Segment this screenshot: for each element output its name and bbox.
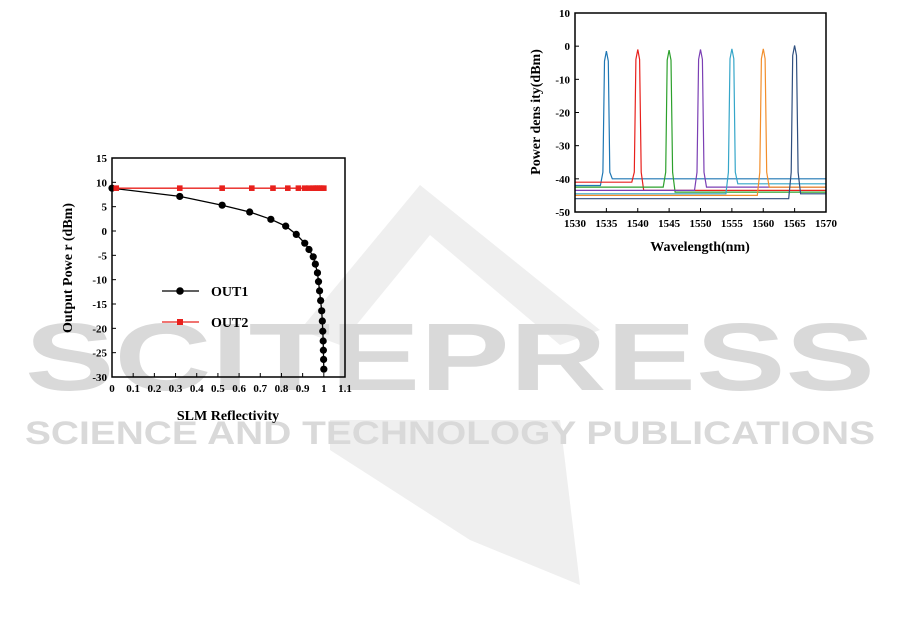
spectrum-ticks: 1530 1535 1540 1545 1550 1555 1560 1565 1570 10 0 -… xyxy=(555,8,837,230)
reflectivity-y-tick-label: -30 xyxy=(92,372,107,384)
data-point-out1 xyxy=(246,208,254,216)
reflectivity-plot-frame xyxy=(111,157,346,378)
data-point-out1 xyxy=(318,317,326,325)
data-point-out1 xyxy=(320,365,328,373)
reflectivity-x-tick-label: 0.7 xyxy=(253,383,267,395)
spectrum-chart: 1530 1535 1540 1545 1550 1555 1560 1565 1570 10 0 -… xyxy=(529,8,838,255)
watermark-arrow-shape xyxy=(300,185,600,585)
reflectivity-x-tick-label: 1.1 xyxy=(338,383,352,395)
data-point-out1 xyxy=(301,239,309,247)
data-point-out2 xyxy=(176,185,183,191)
spectrum-series-layer xyxy=(575,45,826,200)
watermark-subtitle: SCIENCE AND TECHNOLOGY PUBLICATIONS xyxy=(25,415,875,451)
reflectivity-ticks: 0 0.1 0.2 0.3 0.4 0.5 0.6 0.7 0.8 0.9 1 1.1 15 10 5 0 -5… xyxy=(92,153,352,395)
spectrum-y-tick-label: 0 xyxy=(565,41,571,53)
legend-marker-out1 xyxy=(176,287,184,295)
spectrum-x-tick-label: 1555 xyxy=(721,218,744,230)
spectrum-x-tick-label: 1535 xyxy=(595,218,618,230)
data-point-out1 xyxy=(319,337,327,345)
series-line-out1 xyxy=(111,187,325,370)
spectrum-y-axis-label: Power dens ity(dBm) xyxy=(529,49,544,175)
data-point-out1 xyxy=(218,201,226,209)
reflectivity-y-tick-label: -15 xyxy=(92,299,107,311)
reflectivity-y-tick-label: 0 xyxy=(102,226,108,238)
spectrum-x-axis-label: Wavelength(nm) xyxy=(650,240,750,255)
data-point-out2 xyxy=(219,185,225,191)
reflectivity-x-tick-label: 0.9 xyxy=(296,383,310,395)
data-point-out2 xyxy=(301,185,308,191)
spectrum-series-line-5 xyxy=(575,48,826,195)
reflectivity-x-tick-label: 0.3 xyxy=(169,383,183,395)
spectrum-y-tick-label: -10 xyxy=(555,74,570,86)
reflectivity-y-tick-label: -20 xyxy=(92,323,107,335)
spectrum-y-tick-label: -40 xyxy=(555,174,570,186)
spectrum-x-tick-label: 1560 xyxy=(752,218,775,230)
data-point-out1 xyxy=(319,327,327,335)
spectrum-y-tick-label: 10 xyxy=(559,8,571,20)
reflectivity-y-tick-label: -10 xyxy=(92,275,107,287)
spectrum-x-tick-label: 1540 xyxy=(627,218,650,230)
data-point-out1 xyxy=(309,253,317,261)
legend-marker-out2 xyxy=(177,319,183,325)
spectrum-x-tick-label: 1530 xyxy=(564,218,587,230)
spectrum-x-tick-label: 1565 xyxy=(784,218,807,230)
data-point-out1 xyxy=(282,222,290,230)
spectrum-x-tick-label: 1545 xyxy=(658,218,681,230)
data-point-out2 xyxy=(321,185,327,191)
data-point-out1 xyxy=(311,260,319,268)
data-point-out2 xyxy=(306,185,312,191)
reflectivity-x-axis-label: SLM Reflectivity xyxy=(177,409,279,424)
spectrum-series-line-1 xyxy=(575,50,826,187)
data-point-out2 xyxy=(270,185,276,191)
data-point-out1 xyxy=(267,215,275,223)
reflectivity-y-tick-label: 5 xyxy=(102,202,108,214)
data-point-out1 xyxy=(319,346,327,354)
spectrum-x-tick-label: 1550 xyxy=(690,218,713,230)
reflectivity-x-tick-label: 0.4 xyxy=(190,383,204,395)
reflectivity-x-tick-label: 0.6 xyxy=(232,383,246,395)
data-point-out2 xyxy=(295,185,302,191)
reflectivity-chart: 0 0.1 0.2 0.3 0.4 0.5 0.6 0.7 0.8 0.9 1 1.1 15 10 5 0 -5… xyxy=(61,153,352,424)
data-point-out2 xyxy=(285,185,291,191)
reflectivity-x-tick-label: 0.2 xyxy=(147,383,161,395)
reflectivity-y-axis-label: Output Powe r (dBm) xyxy=(61,203,76,333)
data-point-out1 xyxy=(320,355,328,364)
reflectivity-x-tick-label: 0 xyxy=(109,383,115,395)
data-point-out1 xyxy=(292,230,300,239)
reflectivity-x-tick-label: 0.1 xyxy=(126,383,140,395)
legend-label-out2: OUT2 xyxy=(211,316,248,331)
spectrum-x-tick-label: 1570 xyxy=(815,218,838,230)
reflectivity-legend: OUT1 OUT2 xyxy=(162,285,248,331)
data-point-out1 xyxy=(313,269,322,277)
spectrum-series-line-7 xyxy=(575,45,826,200)
data-point-out2 xyxy=(113,185,120,191)
reflectivity-x-tick-label: 1 xyxy=(321,383,327,395)
reflectivity-series-layer xyxy=(108,184,328,373)
reflectivity-y-tick-label: 10 xyxy=(96,177,108,189)
reflectivity-x-tick-label: 0.5 xyxy=(211,383,225,395)
data-point-out1 xyxy=(317,296,325,305)
legend-label-out1: OUT1 xyxy=(211,285,248,300)
data-point-out1 xyxy=(315,287,324,295)
reflectivity-y-tick-label: -5 xyxy=(98,250,108,262)
data-point-out1 xyxy=(176,192,184,201)
reflectivity-y-tick-label: 15 xyxy=(96,153,108,165)
spectrum-series-line-3 xyxy=(575,49,826,193)
reflectivity-x-tick-label: 0.8 xyxy=(275,383,289,395)
reflectivity-y-tick-label: -25 xyxy=(92,348,107,360)
spectrum-series-line-6 xyxy=(575,48,826,196)
spectrum-y-tick-label: -30 xyxy=(555,141,570,153)
data-point-out1 xyxy=(314,278,323,286)
spectrum-series-line-2 xyxy=(575,49,826,191)
spectrum-y-tick-label: -50 xyxy=(555,207,570,219)
data-point-out1 xyxy=(305,245,313,254)
spectrum-series-line-4 xyxy=(575,49,826,191)
data-point-out2 xyxy=(249,185,255,191)
spectrum-y-tick-label: -20 xyxy=(555,108,570,120)
data-point-out1 xyxy=(318,307,326,315)
